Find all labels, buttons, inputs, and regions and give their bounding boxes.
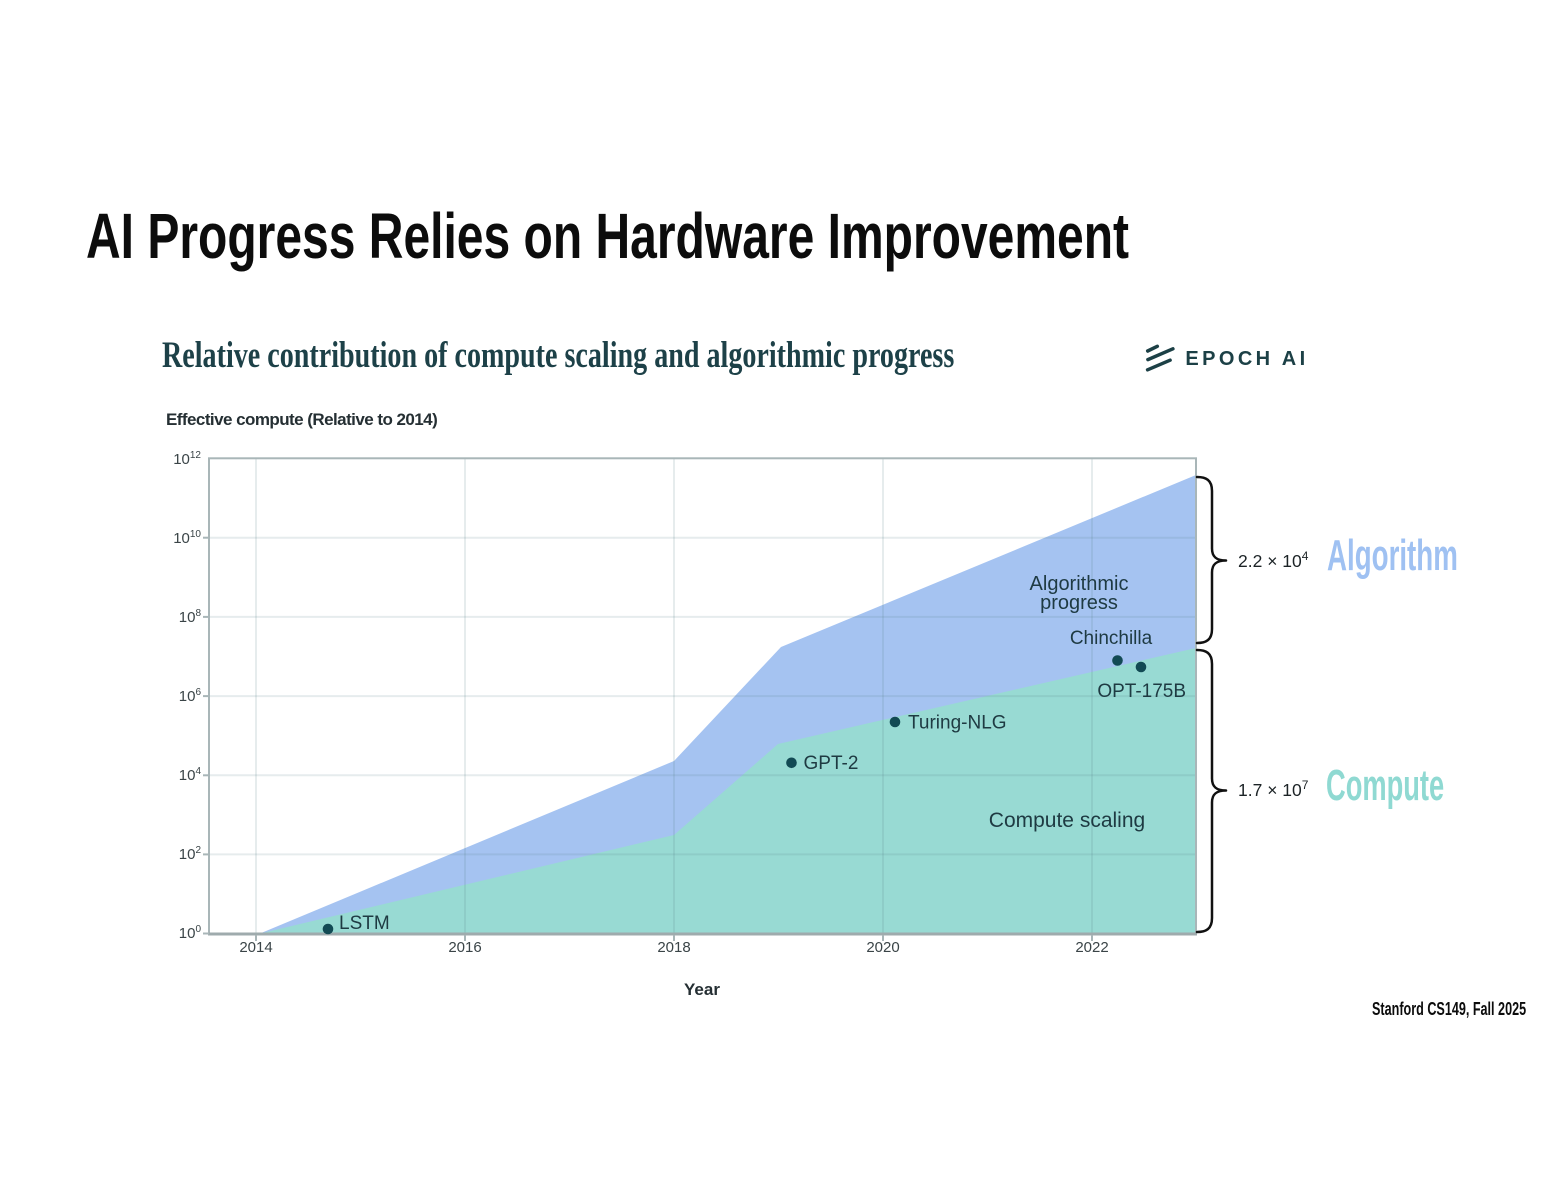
- svg-text:Compute: Compute: [1326, 760, 1444, 809]
- svg-text:100: 100: [179, 924, 202, 942]
- svg-text:104: 104: [179, 766, 202, 784]
- svg-text:2020: 2020: [866, 939, 899, 956]
- svg-text:1.7 × 107: 1.7 × 107: [1238, 778, 1309, 800]
- svg-text:102: 102: [179, 845, 202, 863]
- svg-text:Chinchilla: Chinchilla: [1070, 628, 1153, 649]
- svg-text:2014: 2014: [239, 939, 272, 956]
- svg-text:progress: progress: [1040, 592, 1118, 614]
- svg-text:1012: 1012: [173, 450, 201, 468]
- svg-text:OPT-175B: OPT-175B: [1097, 681, 1186, 702]
- svg-text:2.2 × 104: 2.2 × 104: [1238, 549, 1309, 571]
- svg-text:2022: 2022: [1075, 939, 1108, 956]
- svg-text:Year: Year: [684, 980, 720, 999]
- svg-text:1010: 1010: [173, 529, 201, 547]
- svg-text:LSTM: LSTM: [339, 913, 390, 934]
- svg-text:GPT-2: GPT-2: [804, 753, 859, 774]
- svg-text:Algorithm: Algorithm: [1327, 531, 1458, 580]
- svg-text:Turing-NLG: Turing-NLG: [908, 713, 1007, 734]
- svg-text:Compute scaling: Compute scaling: [989, 809, 1145, 832]
- svg-text:106: 106: [179, 687, 202, 705]
- svg-text:2018: 2018: [657, 939, 690, 956]
- svg-text:Algorithmic: Algorithmic: [1030, 573, 1129, 595]
- svg-text:2016: 2016: [448, 939, 481, 956]
- svg-text:EPOCH AI: EPOCH AI: [1185, 348, 1308, 370]
- svg-text:108: 108: [179, 608, 202, 626]
